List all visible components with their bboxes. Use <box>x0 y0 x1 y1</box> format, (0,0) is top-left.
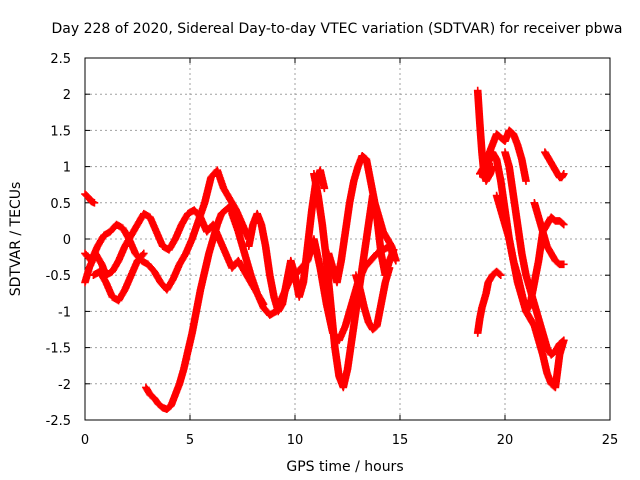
series-marks-sat-i <box>324 151 400 287</box>
series-marks-sat-j <box>352 264 394 334</box>
x-tick-label: 15 <box>392 433 409 448</box>
series-marks-sat-d <box>89 249 148 305</box>
data-points <box>81 86 568 413</box>
axis-ticks: -2.5 -2 -1.5 -1 -0.5 0 0.5 1 1.5 2 2.5 0 5 10 15 20 25 <box>46 52 619 448</box>
series-sat-d <box>89 249 148 305</box>
series-marks-sat-e <box>142 202 243 413</box>
grid-lines <box>85 58 610 420</box>
series-marks-sat-b <box>81 166 253 294</box>
series-sat-b <box>81 166 253 294</box>
x-tick-label: 0 <box>81 433 89 448</box>
y-tick-label: 1.5 <box>50 124 71 139</box>
x-tick-label: 25 <box>602 433 619 448</box>
y-tick-label: -2.5 <box>46 414 71 429</box>
y-tick-label: 0 <box>63 233 71 248</box>
y-tick-label: 2.5 <box>50 52 71 67</box>
series-marks-sat-a <box>81 206 268 308</box>
series-sat-q <box>541 148 568 182</box>
y-tick-label: -0.5 <box>46 269 71 284</box>
series-marks-sat-r <box>530 199 568 269</box>
y-tick-label: 0.5 <box>50 197 71 212</box>
y-axis-label: SDTVAR / TECUs <box>8 182 24 297</box>
series-sat-r <box>530 199 568 269</box>
series-marks-sat-p <box>501 148 568 359</box>
y-tick-label: -1 <box>58 305 71 320</box>
chart-title: Day 228 of 2020, Sidereal Day-to-day VTE… <box>51 21 622 37</box>
y-tick-label: 2 <box>63 88 71 103</box>
series-sat-a <box>81 206 268 308</box>
series-sat-i <box>324 151 400 287</box>
series-marks-sat-q <box>541 148 568 182</box>
series-marks-sat-n <box>473 267 505 337</box>
y-tick-label: 1 <box>63 161 71 176</box>
series-sat-p <box>501 148 568 359</box>
y-tick-label: -2 <box>58 378 71 393</box>
x-tick-label: 5 <box>186 433 194 448</box>
series-sat-c <box>81 190 99 207</box>
series-sat-j <box>352 264 394 334</box>
x-tick-label: 20 <box>497 433 514 448</box>
series-sat-n <box>473 267 505 337</box>
x-axis-label: GPS time / hours <box>286 459 403 475</box>
series-marks-sat-c <box>81 190 99 207</box>
y-tick-label: -1.5 <box>46 342 71 357</box>
x-tick-label: 10 <box>287 433 304 448</box>
series-sat-e <box>142 202 243 413</box>
